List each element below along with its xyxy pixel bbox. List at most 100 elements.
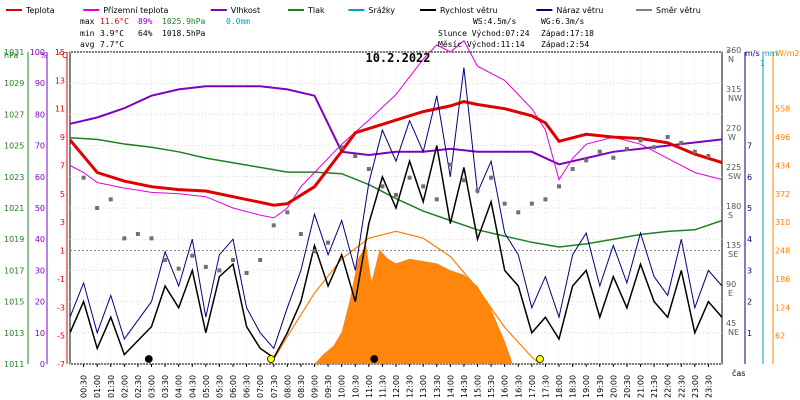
wind-dir-point (244, 271, 249, 275)
legend-label: Přízemní teplota (103, 6, 168, 15)
x-tick-label: 09:30 (324, 375, 333, 398)
pressure-tick-label: 1025 (4, 142, 24, 151)
wind-dir-point (353, 154, 358, 158)
x-tick-label: 23:30 (704, 375, 713, 398)
sunset-marker (536, 355, 544, 363)
x-tick-label: 00:30 (80, 375, 89, 398)
temp-tick-label: 9 (60, 133, 65, 142)
temp-tick-label: 5 (60, 190, 65, 199)
sun-rise-info: Slunce Východ:07:24 (438, 29, 530, 38)
wind-dir-point (421, 184, 426, 189)
temp-tick-label: -3 (57, 303, 65, 312)
x-tick-label: 04:00 (175, 375, 184, 398)
x-tick-label: 03:00 (148, 375, 157, 398)
wind-dir-point (448, 162, 453, 167)
x-tick-label: 08:30 (297, 375, 306, 398)
pressure-tick-label: 1011 (4, 360, 24, 369)
x-tick-label: 14:00 (446, 375, 455, 398)
temperature-line (68, 100, 723, 207)
stat-max-temp: 11.6°C (100, 17, 129, 26)
chart-title: 10.2.2022 (365, 51, 430, 65)
pressure-tick-label: 1019 (4, 235, 24, 244)
dir-tick-label: 135 (726, 241, 741, 250)
humidity-line (69, 85, 723, 166)
wind-dir-point (434, 197, 439, 202)
wind-dir-point (665, 134, 670, 139)
temp-tick-label: 11 (55, 105, 65, 114)
wind-dir-point (692, 149, 697, 154)
x-tick-label: 06:00 (229, 375, 238, 398)
wind-dir-point (81, 175, 86, 180)
pressure-tick-label: 1027 (4, 110, 24, 119)
x-tick-label: 15:30 (487, 375, 496, 398)
legend-label: Vlhkost (231, 6, 260, 15)
stat-min-temp: 3.9°C (100, 29, 124, 38)
dir-tick-label: 270 (726, 124, 741, 133)
wind-dir-point (339, 145, 344, 150)
wind-dir-point (149, 236, 154, 241)
wind-dir-point (135, 232, 140, 236)
x-tick-label: 04:30 (188, 375, 197, 398)
wind-dir-point (543, 197, 548, 202)
wind-dir-point (163, 258, 168, 262)
rain-tick-label: 1 (760, 59, 765, 68)
unit-ms: m/s (745, 49, 760, 58)
wind-tick-label: 5 (747, 204, 752, 213)
moonrise-marker (370, 355, 379, 363)
wind-dir-point (203, 264, 208, 269)
dir-tick-label: 45 (726, 319, 736, 328)
solar-tick-label: 62 (775, 332, 785, 341)
wind-dir-point (611, 155, 616, 160)
x-tick-label: 22:30 (677, 375, 686, 398)
wind-dir-point (652, 145, 657, 150)
stat-min-hum: 64% (138, 29, 153, 38)
wind-dir-point (231, 258, 235, 262)
wind-dir-point (258, 258, 263, 262)
solar-tick-label: 186 (775, 275, 790, 284)
x-tick-label: 18:30 (569, 375, 578, 398)
unit-mm: mm (762, 49, 778, 58)
x-tick-label: 19:00 (582, 375, 591, 398)
x-tick-label: 08:00 (283, 375, 292, 398)
temp-tick-label: 1 (60, 247, 65, 256)
x-tick-label: 09:00 (311, 375, 320, 398)
humidity-tick-label: 20 (35, 298, 45, 307)
sun-set-info: Západ:17:18 (541, 29, 594, 38)
ground-temp-line (69, 39, 723, 219)
wind-dir-point (217, 268, 222, 273)
x-tick-label: 07:00 (256, 375, 265, 398)
x-axis-label: čas (732, 368, 745, 378)
legend-label: Rychlost větru (440, 6, 497, 15)
humidity-tick-label: 100 (30, 48, 45, 57)
x-tick-label: 21:00 (637, 375, 646, 398)
moonset-marker (144, 355, 153, 363)
wind-dir-point (407, 175, 412, 180)
solar-tick-label: 434 (775, 161, 790, 170)
legend-item: Směr větru (636, 6, 701, 15)
temp-tick-label: 7 (60, 161, 65, 170)
wind-tick-label: 2 (747, 298, 752, 307)
unit-dir: ° (726, 49, 730, 58)
x-tick-label: 11:00 (365, 375, 374, 398)
legend-label: Tlak (307, 6, 325, 15)
humidity-tick-label: 40 (35, 235, 45, 244)
unit-hpa: hPa (4, 51, 19, 60)
wind-dir-point (285, 210, 290, 215)
stat-max-rain: 0.0mm (226, 17, 250, 26)
solar-layer (270, 230, 541, 365)
x-tick-label: 03:30 (161, 375, 170, 398)
solar-tick-label: 248 (775, 247, 790, 256)
wind-tick-label: 6 (747, 173, 752, 182)
x-tick-label: 07:30 (270, 375, 279, 398)
axes-layer: 1031102910271025102310211019101710151013… (4, 46, 790, 398)
humidity-tick-label: 60 (35, 173, 45, 182)
dir-name-label: SE (728, 250, 738, 259)
dir-name-label: S (728, 211, 733, 220)
x-tick-label: 06:30 (243, 375, 252, 398)
x-tick-label: 12:00 (392, 375, 401, 398)
solar-tick-label: 496 (775, 133, 790, 142)
wind-dir-point (489, 175, 494, 180)
x-tick-label: 10:30 (351, 375, 360, 398)
x-tick-label: 13:00 (419, 375, 428, 398)
solar-max-line (270, 230, 541, 365)
